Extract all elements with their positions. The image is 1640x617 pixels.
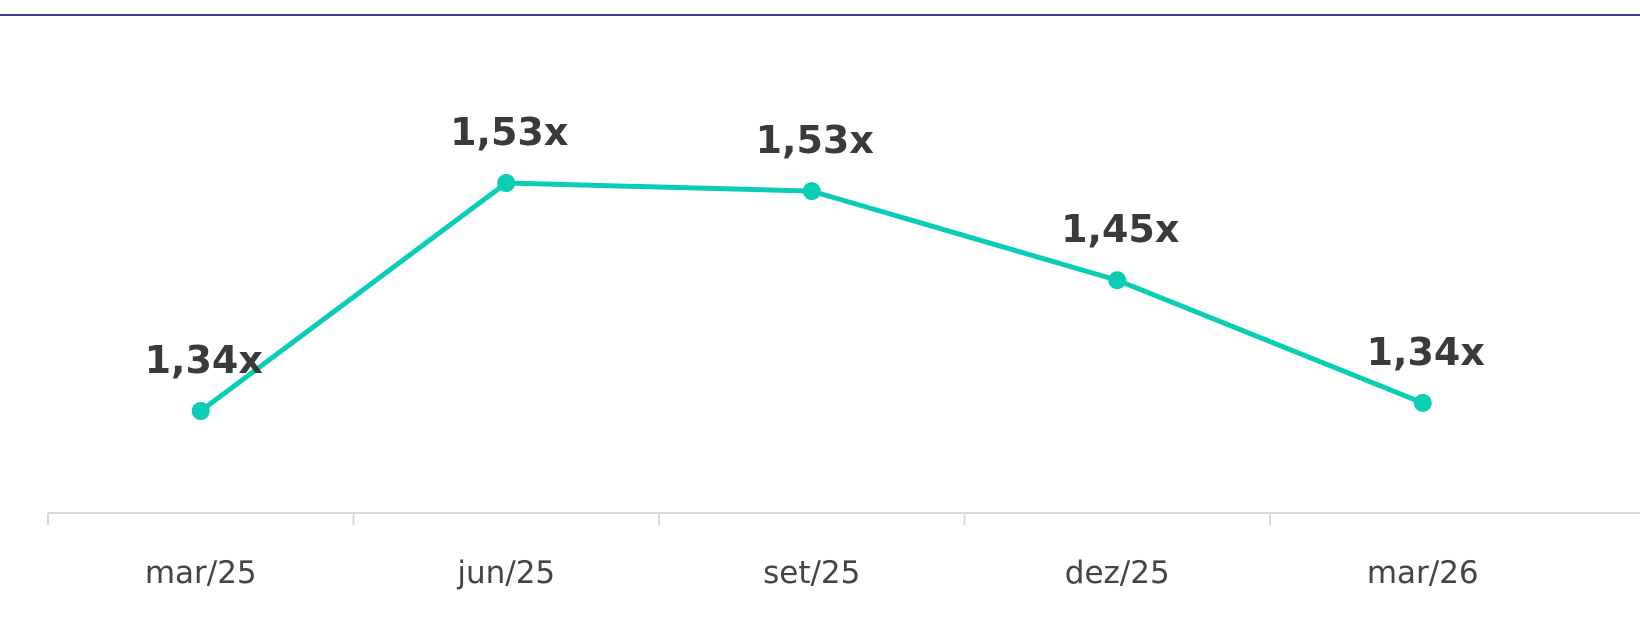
point [497,174,516,192]
point [1108,271,1127,290]
data-label: 1,34x [145,338,263,382]
point [802,182,821,201]
data-label: 1,34x [1367,330,1485,374]
line [199,180,1424,414]
x-tick-label: mar/26 [1367,555,1479,591]
x-tick-label: set/25 [763,555,860,591]
data-label: 1,53x [756,118,874,162]
data-label: 1,53x [450,110,568,154]
point [191,402,210,420]
x-tick-label: mar/25 [145,555,257,591]
data-label: 1,45x [1061,207,1179,251]
point [1413,393,1432,412]
x-tick-label: dez/25 [1065,555,1170,591]
x-tick-label: jun/25 [456,555,555,591]
